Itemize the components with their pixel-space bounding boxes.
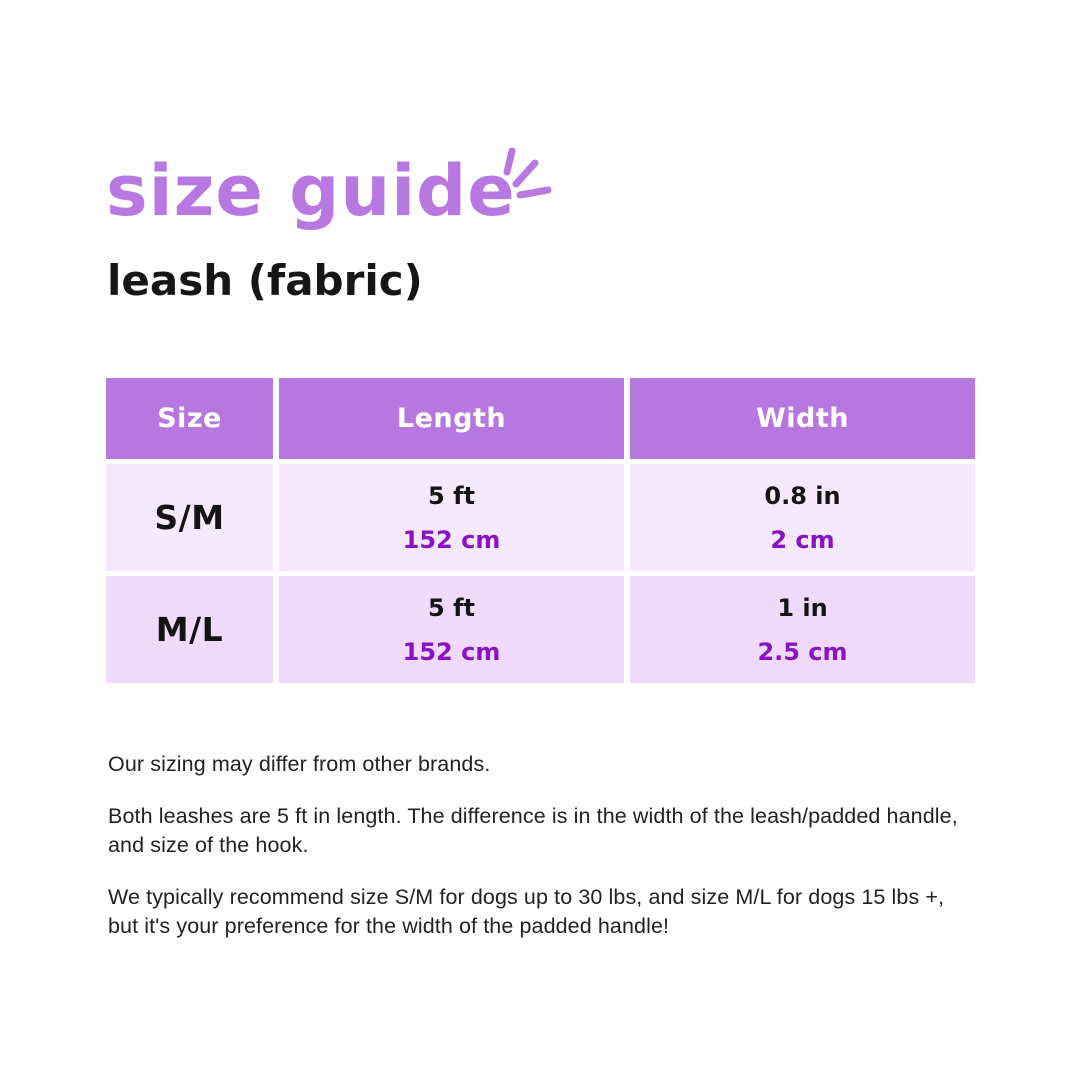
- table-row-sm-size-label: S/M: [106, 464, 273, 571]
- note-length-difference: Both leashes are 5 ft in length. The dif…: [108, 804, 958, 857]
- table-row-sm-length-cell: 5 ft 152 cm: [279, 464, 624, 571]
- sizing-notes: Our sizing may differ from other brands.…: [108, 750, 976, 964]
- length-metric-value: 152 cm: [402, 637, 501, 666]
- width-metric-value: 2.5 cm: [757, 637, 848, 666]
- sparkle-icon: [503, 147, 552, 199]
- table-row-ml-length-cell: 5 ft 152 cm: [279, 576, 624, 683]
- column-header-size: Size: [106, 378, 273, 459]
- product-subtitle: leash (fabric): [107, 256, 423, 305]
- width-metric-value: 2 cm: [770, 525, 835, 554]
- table-row-ml-size-label: M/L: [106, 576, 273, 683]
- column-header-width: Width: [630, 378, 975, 459]
- table-row-ml-width-cell: 1 in 2.5 cm: [630, 576, 975, 683]
- width-imperial-value: 1 in: [777, 593, 828, 622]
- length-metric-value: 152 cm: [402, 525, 501, 554]
- table-row-sm-width-cell: 0.8 in 2 cm: [630, 464, 975, 571]
- column-header-length: Length: [279, 378, 624, 459]
- length-imperial-value: 5 ft: [428, 481, 475, 510]
- page-title: size guide: [106, 150, 516, 232]
- size-table: Size Length Width S/M 5 ft 152 cm 0.8 in…: [106, 378, 975, 683]
- note-sizing-differs: Our sizing may differ from other brands.: [108, 752, 491, 776]
- note-size-recommendation: We typically recommend size S/M for dogs…: [108, 885, 945, 938]
- length-imperial-value: 5 ft: [428, 593, 475, 622]
- width-imperial-value: 0.8 in: [764, 481, 841, 510]
